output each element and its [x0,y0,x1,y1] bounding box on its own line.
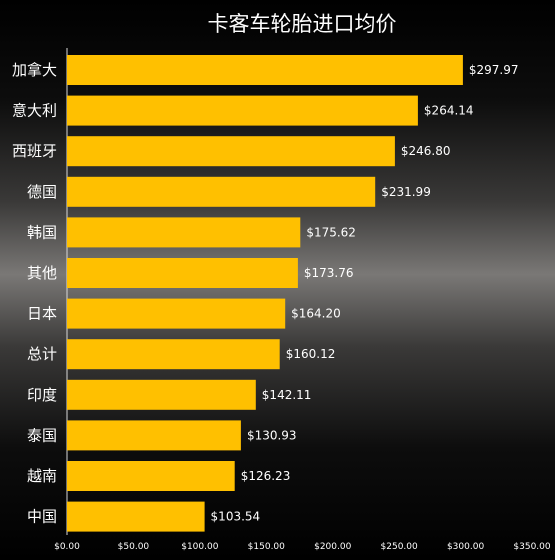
data-label: $126.23 [241,469,291,483]
bar [67,217,301,248]
data-label: $231.99 [381,185,431,199]
category-label: 总计 [27,345,57,363]
data-label: $160.12 [286,347,336,361]
x-tick-label: $250.00 [381,542,418,552]
bar [67,258,298,288]
bar [67,176,376,207]
data-label: $164.20 [291,307,341,321]
data-label: $264.14 [424,104,474,118]
bar [67,339,280,370]
category-label: 泰国 [27,426,57,444]
data-label: $142.11 [262,388,312,402]
category-label: 中国 [27,508,57,526]
category-label: 日本 [27,305,57,323]
category-label: 加拿大 [12,61,57,79]
x-tick-label: $0.00 [54,542,80,552]
data-label: $297.97 [469,63,519,77]
category-label: 西班牙 [12,142,57,160]
category-label: 韩国 [27,223,57,241]
bar [67,420,241,451]
data-label: $173.76 [304,266,354,280]
x-axis-ticks: $0.00 $50.00 $100.00 $150.00 $200.00 $250.00 $… [54,542,551,552]
x-tick-label: $50.00 [118,542,150,552]
bar [67,298,286,329]
data-label: $246.80 [401,144,451,158]
bar [67,95,418,126]
data-label: $175.62 [306,225,356,239]
chart-title: 卡客车轮胎进口均价 [208,12,397,36]
category-label: 德国 [27,183,57,201]
category-label: 其他 [27,264,57,282]
x-tick-label: $150.00 [248,542,285,552]
x-tick-label: $300.00 [447,542,484,552]
bar [67,379,256,410]
x-tick-label: $100.00 [181,542,218,552]
category-label: 印度 [27,386,57,404]
bar [67,55,463,85]
bar [67,461,235,491]
x-tick-label: $350.00 [513,542,550,552]
category-label: 意大利 [12,102,57,120]
x-tick-label: $200.00 [314,542,351,552]
data-label: $130.93 [247,428,297,442]
bars-layer: 加拿大 $297.97 意大利 $264.14 西班牙 $246.80 德国 $231.99 韩… [12,55,519,532]
category-label: 越南 [27,467,57,485]
bar [67,501,205,532]
data-label: $103.54 [211,510,261,524]
bar [67,136,395,167]
